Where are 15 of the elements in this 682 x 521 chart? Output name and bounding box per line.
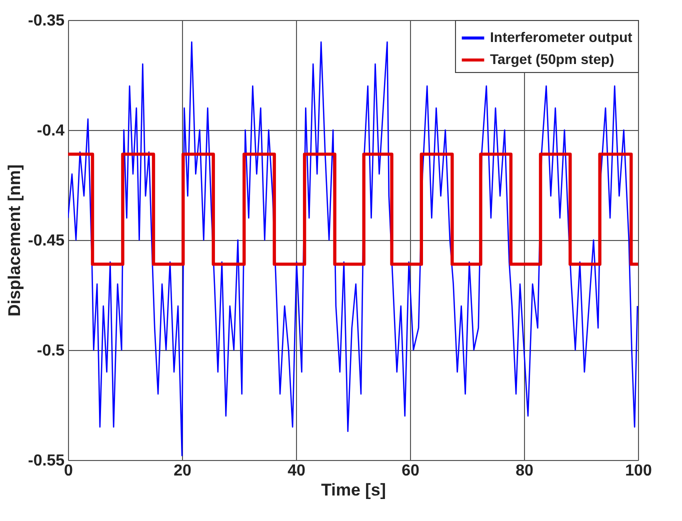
y-tick-label: -0.35 xyxy=(28,12,65,30)
y-tick-label: -0.4 xyxy=(36,122,65,140)
x-axis-title: Time [s] xyxy=(321,480,386,500)
x-tick-label: 40 xyxy=(288,462,306,480)
y-tick-label: -0.45 xyxy=(28,232,65,250)
legend-label: Interferometer output xyxy=(490,29,633,45)
x-tick-label: 60 xyxy=(402,462,420,480)
y-axis-title: Displacement [nm] xyxy=(5,164,24,317)
x-tick-label: 80 xyxy=(516,462,534,480)
x-tick-label: 100 xyxy=(625,462,652,480)
legend-label: Target (50pm step) xyxy=(490,51,614,67)
y-tick-label: -0.55 xyxy=(28,452,65,470)
y-tick-label: -0.5 xyxy=(36,342,65,360)
x-tick-label: 20 xyxy=(174,462,192,480)
x-tick-label: 0 xyxy=(64,462,74,480)
